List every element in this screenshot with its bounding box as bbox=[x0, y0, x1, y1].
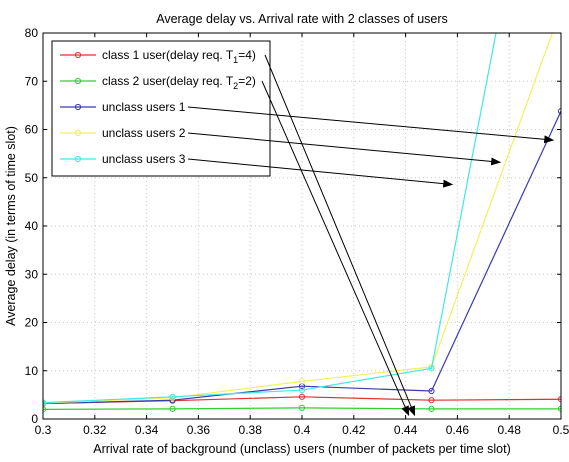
legend-label: unclass users 2 bbox=[102, 126, 186, 140]
legend: class 1 user(delay req. T1=4) class 2 use… bbox=[51, 40, 271, 177]
y-tick-label: 0 bbox=[31, 412, 38, 426]
y-tick-label: 60 bbox=[25, 123, 39, 137]
data-point bbox=[558, 6, 563, 11]
y-axis-label: Average delay (in terms of time slot) bbox=[4, 126, 18, 326]
y-tick-label: 10 bbox=[25, 364, 39, 378]
legend-marker bbox=[74, 155, 82, 163]
series-line-3 bbox=[43, 110, 561, 405]
x-tick-label: 0.42 bbox=[342, 423, 366, 437]
annotation-arrow bbox=[187, 106, 555, 144]
legend-marker bbox=[74, 129, 82, 137]
data-point bbox=[298, 386, 306, 394]
y-tick-label: 80 bbox=[25, 26, 39, 40]
y-tick-label: 30 bbox=[25, 267, 39, 281]
ticks: 0.3 0.32 0.34 0.36 0.38 0.4 0.42 0.44 0.46 0.48 0.… bbox=[25, 26, 569, 437]
chart-title: Average delay vs. Arrival rate with 2 cl… bbox=[156, 12, 448, 26]
x-tick-label: 0.32 bbox=[83, 423, 107, 437]
y-tick-label: 70 bbox=[25, 74, 39, 88]
annotation-arrow bbox=[261, 80, 410, 417]
legend-box bbox=[51, 40, 271, 177]
data-point bbox=[169, 405, 176, 412]
data-point bbox=[557, 396, 561, 403]
annotation-arrows bbox=[187, 54, 555, 417]
data-point bbox=[169, 393, 176, 400]
data-point bbox=[298, 378, 306, 385]
x-tick-label: 0.34 bbox=[135, 423, 159, 437]
data-point bbox=[428, 365, 435, 372]
data-point bbox=[298, 404, 306, 412]
y-tick-label: 20 bbox=[25, 316, 39, 330]
annotation-arrow bbox=[264, 54, 416, 417]
series-line-5 bbox=[43, 33, 497, 404]
x-tick-label: 0.48 bbox=[498, 423, 522, 437]
x-tick-label: 0.38 bbox=[239, 423, 263, 437]
data-point bbox=[557, 108, 561, 115]
annotation-arrow bbox=[187, 158, 454, 188]
legend-label: class 2 user(delay req. T2=2) bbox=[102, 74, 256, 91]
series-line-2 bbox=[43, 407, 561, 410]
series-layer bbox=[43, 6, 563, 413]
data-point bbox=[428, 397, 435, 404]
legend-marker bbox=[74, 77, 82, 85]
legend-marker bbox=[74, 103, 82, 111]
y-tick-label: 40 bbox=[25, 219, 39, 233]
x-axis-label: Arrival rate of background (unclass) use… bbox=[93, 442, 511, 456]
data-point bbox=[557, 405, 561, 412]
data-point bbox=[428, 387, 435, 395]
data-point bbox=[298, 393, 306, 400]
legend-label: unclass users 1 bbox=[102, 100, 186, 114]
x-tick-label: 0.44 bbox=[394, 423, 418, 437]
x-tick-label: 0.4 bbox=[294, 423, 311, 437]
legend-label: class 1 user(delay req. T1=4) bbox=[102, 48, 256, 65]
data-point bbox=[428, 405, 435, 412]
legend-marker bbox=[74, 51, 82, 59]
legend-label: unclass users 3 bbox=[102, 152, 186, 166]
annotation-arrow bbox=[187, 132, 502, 166]
x-tick-label: 0.5 bbox=[553, 423, 569, 437]
x-tick-label: 0.3 bbox=[35, 423, 52, 437]
x-tick-label: 0.36 bbox=[187, 423, 211, 437]
series-line-4 bbox=[43, 33, 553, 404]
x-tick-label: 0.46 bbox=[446, 423, 470, 437]
y-tick-label: 50 bbox=[25, 171, 39, 185]
